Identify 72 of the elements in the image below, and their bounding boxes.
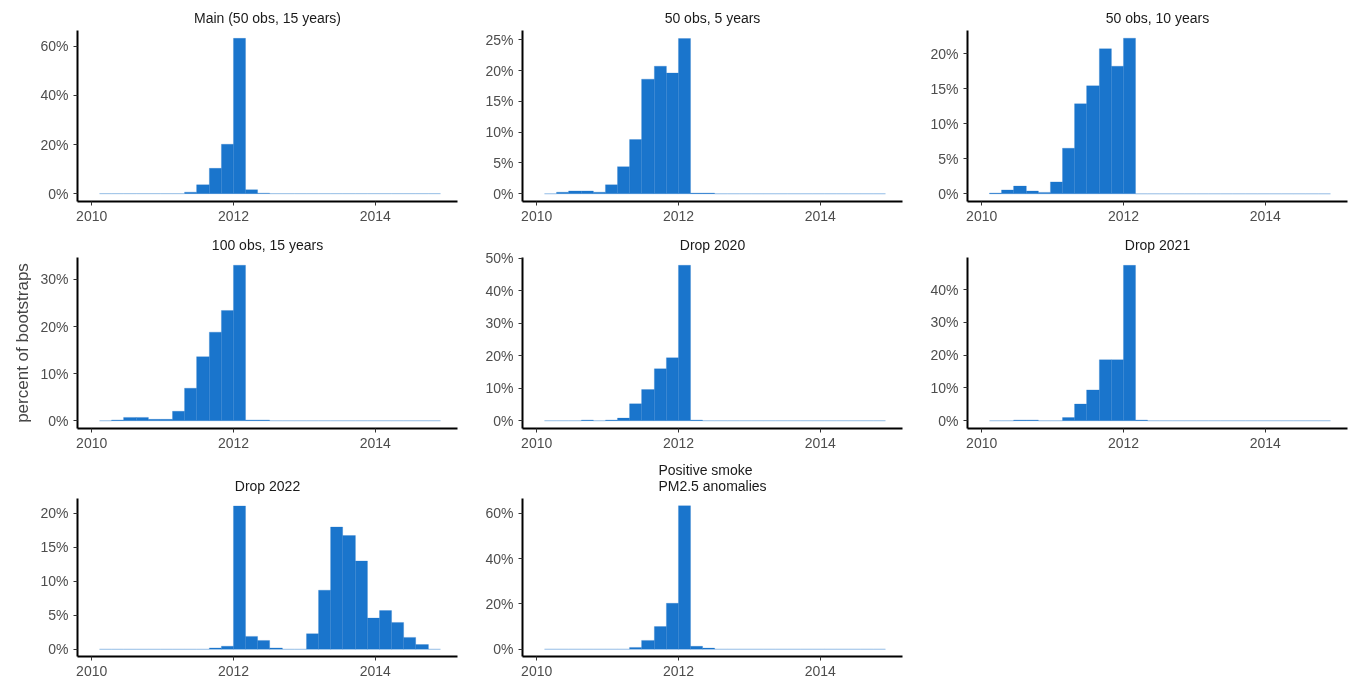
x-tick-label: 2014 — [1249, 207, 1282, 224]
y-tick-label: 0% — [48, 185, 69, 202]
x-tick-label: 2014 — [804, 434, 837, 451]
x-tick-label: 2014 — [359, 662, 392, 679]
x-tick-label: 2010 — [76, 207, 108, 224]
x-tick-label: 2012 — [1107, 207, 1140, 224]
y-tick-label: 20% — [40, 318, 69, 335]
y-tick-label: 60% — [485, 505, 514, 522]
y-tick-label: 50% — [485, 250, 514, 267]
x-tick-label: 2012 — [1107, 434, 1140, 451]
y-tick-label: 10% — [930, 379, 959, 396]
y-tick-label: 0% — [493, 185, 514, 202]
y-tick-label: 20% — [485, 595, 514, 612]
x-tick-label: 2014 — [804, 662, 837, 679]
x-tick-label: 2010 — [521, 207, 553, 224]
y-tick-label: 10% — [485, 124, 514, 141]
y-tick-label: 20% — [930, 45, 959, 62]
chart-title: Drop 2022 — [234, 477, 301, 494]
y-tick-label: 20% — [40, 136, 69, 153]
x-tick-label: 2010 — [966, 207, 998, 224]
y-tick-label: 0% — [493, 641, 514, 658]
chart-title: Drop 2020 — [679, 236, 746, 253]
chart-title: 50 obs, 5 years — [664, 9, 761, 26]
y-tick-label: 20% — [930, 347, 959, 364]
x-tick-label: 2010 — [521, 662, 553, 679]
y-tick-label: 10% — [40, 573, 69, 590]
y-tick-label: 60% — [40, 38, 69, 55]
x-tick-label: 2010 — [76, 434, 108, 451]
y-tick-label: 5% — [938, 150, 959, 167]
x-tick-label: 2012 — [662, 662, 695, 679]
y-tick-label: 15% — [485, 93, 514, 110]
x-tick-label: 2014 — [804, 207, 837, 224]
y-tick-label: 10% — [40, 365, 69, 382]
x-tick-label: 2014 — [359, 434, 392, 451]
y-tick-label: 0% — [48, 412, 69, 429]
x-tick-label: 2010 — [76, 662, 108, 679]
x-tick-label: 2012 — [217, 434, 250, 451]
y-tick-label: 40% — [485, 550, 514, 567]
y-tick-label: 0% — [938, 412, 959, 429]
x-tick-label: 2010 — [521, 434, 553, 451]
y-tick-label: 30% — [40, 271, 69, 288]
x-tick-label: 2014 — [359, 207, 392, 224]
x-tick-label: 2014 — [1249, 434, 1282, 451]
y-tick-label: 0% — [48, 641, 69, 658]
chart-title: Main (50 obs, 15 years) — [193, 9, 342, 26]
y-tick-label: 15% — [930, 80, 959, 97]
y-tick-label: 30% — [485, 315, 514, 332]
x-tick-label: 2012 — [662, 207, 695, 224]
y-tick-label: 20% — [40, 505, 69, 522]
y-tick-label: 40% — [930, 281, 959, 298]
y-tick-label: 5% — [493, 154, 514, 171]
y-tick-label: 20% — [485, 62, 514, 79]
x-tick-label: 2012 — [217, 662, 250, 679]
y-tick-label: 30% — [930, 314, 959, 331]
y-tick-label: 15% — [40, 539, 69, 556]
y-tick-label: 40% — [485, 282, 514, 299]
chart-title: Drop 2021 — [1124, 236, 1191, 253]
y-tick-label: 25% — [485, 31, 514, 48]
y-tick-label: 20% — [485, 347, 514, 364]
chart-title: Positive smoke PM2.5 anomalies — [658, 461, 767, 494]
y-tick-label: 0% — [938, 185, 959, 202]
y-tick-label: 10% — [930, 115, 959, 132]
x-tick-label: 2012 — [662, 434, 695, 451]
y-tick-label: 0% — [493, 412, 514, 429]
y-tick-label: 40% — [40, 87, 69, 104]
y-tick-label: 5% — [48, 607, 69, 624]
y-axis-title: percent of bootstraps — [13, 263, 33, 423]
x-tick-label: 2010 — [966, 434, 998, 451]
x-tick-label: 2012 — [217, 207, 250, 224]
chart-title: 100 obs, 15 years — [211, 236, 324, 253]
chart-title: 50 obs, 10 years — [1105, 9, 1210, 26]
y-tick-label: 10% — [485, 380, 514, 397]
